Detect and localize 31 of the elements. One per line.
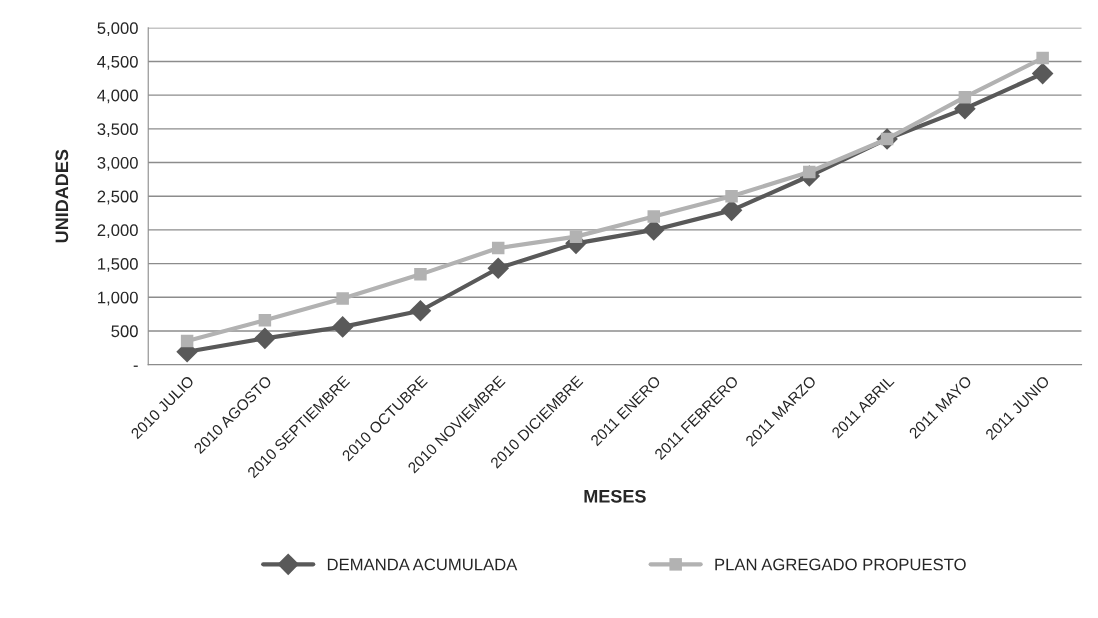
point [336,292,349,305]
point [1036,51,1049,65]
y-tick-label: 500 [111,325,138,338]
y-tick-label: 1,000 [98,291,138,306]
point [1031,62,1054,85]
point [958,90,972,104]
y-axis-title: UNIDADES [55,149,69,243]
point [647,210,661,223]
point [409,299,432,322]
point [180,334,194,348]
y-tick-label: 4,000 [97,89,138,104]
point [491,241,505,255]
y-tick-label: 3,000 [97,156,138,171]
point [725,189,738,203]
y-tick-label: 3,500 [97,123,138,138]
x-axis-title: MESES [584,489,646,503]
legend-label: PLAN AGREGADO PROPUESTO [715,558,966,571]
y-tick-label: 2,500 [97,190,138,205]
point [258,313,272,327]
point [414,268,427,281]
point [254,327,276,350]
y-tick-label: 4,500 [97,55,138,70]
legend-label: DEMANDA ACUMULADA [327,558,518,571]
y-tick-label: 5,000 [97,22,138,36]
point [720,199,743,222]
y-tick-label: 2,000 [97,224,138,239]
point [569,230,583,243]
point [487,257,510,280]
y-tick-label: 1,500 [98,257,138,272]
y-tick-label: - [133,365,138,367]
point [331,316,354,338]
